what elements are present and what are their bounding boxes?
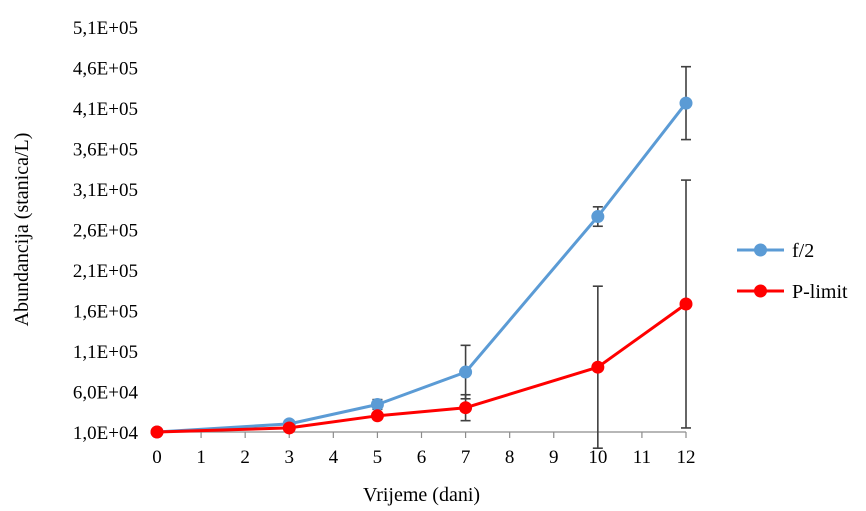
x-tick-label: 2	[240, 447, 250, 468]
x-tick-label: 8	[505, 447, 515, 468]
x-tick-label: 6	[417, 447, 427, 468]
y-tick-label: 2,6E+05	[73, 221, 138, 242]
axes	[156, 431, 687, 438]
y-tick-label: 4,1E+05	[73, 99, 138, 120]
x-axis-title: Vrijeme (dani)	[363, 484, 480, 506]
data-point	[679, 96, 693, 110]
data-point	[679, 297, 693, 311]
legend-label: P-limit	[792, 281, 848, 303]
data-point	[370, 397, 384, 411]
error-bars	[284, 65, 691, 450]
data-point	[150, 425, 164, 439]
tick-labels: 0 1 2 3 4 5 6 7 8 9 10 11 121,0E+046,0E+041,1E+051,6…	[73, 18, 696, 468]
data-point	[591, 360, 605, 374]
legend-marker	[754, 243, 767, 257]
y-tick-label: 1,6E+05	[73, 302, 138, 323]
x-tick-label: 12	[677, 447, 696, 468]
legend-marker	[754, 284, 767, 298]
series	[150, 96, 693, 439]
x-tick-label: 0	[152, 447, 162, 468]
x-tick-label: 5	[373, 447, 383, 468]
x-tick-label: 11	[633, 447, 651, 468]
y-tick-label: 2,1E+05	[73, 261, 138, 282]
x-tick-label: 3	[285, 447, 295, 468]
y-tick-label: 3,1E+05	[73, 180, 138, 201]
y-tick-label: 5,1E+05	[73, 18, 138, 39]
data-point	[370, 409, 384, 423]
data-point	[459, 365, 473, 379]
y-tick-label: 1,0E+04	[73, 423, 139, 444]
data-point	[282, 421, 296, 435]
x-tick-label: 4	[329, 447, 339, 468]
y-tick-label: 1,1E+05	[73, 342, 138, 363]
x-tick-label: 1	[196, 447, 206, 468]
legend: f/2 P-limit	[737, 240, 848, 303]
y-tick-label: 3,6E+05	[73, 140, 138, 161]
x-tick-label: 7	[461, 447, 471, 468]
legend-label: f/2	[792, 240, 814, 262]
y-tick-label: 4,6E+05	[73, 59, 138, 80]
y-axis-title: Abundancija (stanica/L)	[11, 133, 33, 327]
x-tick-label: 10	[588, 447, 607, 468]
series-line-1	[156, 102, 688, 434]
data-point	[591, 210, 605, 224]
data-point	[459, 401, 473, 415]
y-tick-label: 6,0E+04	[73, 383, 139, 404]
x-tick-label: 9	[549, 447, 559, 468]
series-line-2	[156, 302, 687, 434]
